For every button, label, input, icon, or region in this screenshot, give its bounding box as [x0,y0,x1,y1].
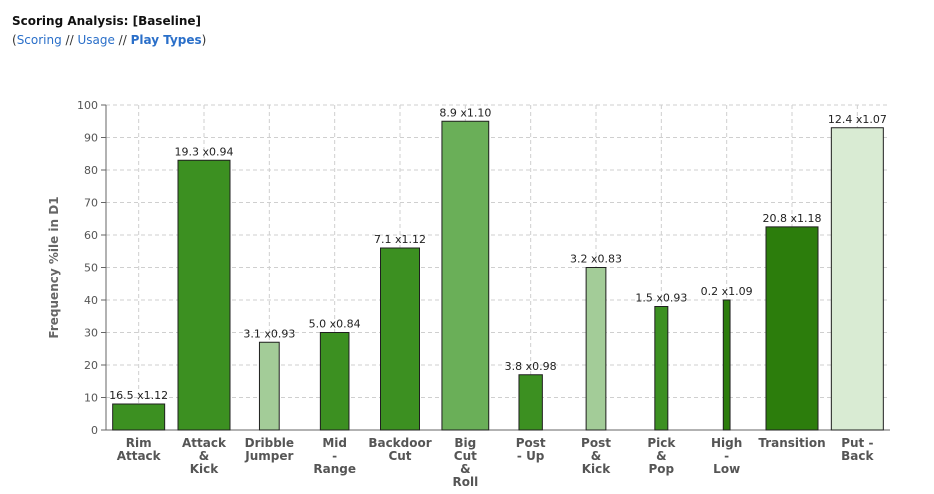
y-axis-title: Frequency %ile in D1 [47,196,61,338]
x-category-label: Jumper [244,449,293,463]
bar-value-label: 5.0 x0.84 [309,318,361,331]
view-nav: (Scoring // Usage // Play Types) [12,33,206,47]
bar[interactable] [319,332,350,431]
bar[interactable] [518,374,543,431]
nav-link-scoring[interactable]: Scoring [16,33,62,47]
y-tick-label: 100 [77,99,98,112]
x-category-label: Dribble [245,436,294,450]
bar-value-label: 0.2 x1.09 [701,285,753,298]
y-tick-label: 30 [84,327,98,340]
bar[interactable] [258,341,280,431]
x-category-label: & [199,449,209,463]
x-category-label: Post [516,436,546,450]
y-tick-label: 10 [84,392,98,405]
category-labels: RimAttackAttack&KickDribbleJumperMid-Ran… [117,436,875,489]
bar-value-label: 19.3 x0.94 [175,145,234,158]
bar[interactable] [380,247,420,431]
header: Scoring Analysis: [Baseline] (Scoring //… [12,14,206,47]
x-category-label: Low [713,462,740,476]
y-tick-label: 50 [84,262,98,275]
y-tick-label: 70 [84,197,98,210]
bar-value-label: 7.1 x1.12 [374,233,426,246]
bar[interactable] [830,127,884,431]
x-category-label: - Up [517,449,545,463]
x-category-label: Post [581,436,611,450]
x-category-label: Attack [182,436,227,450]
bar[interactable] [722,299,731,431]
x-category-label: Put - [841,436,873,450]
x-category-label: Pick [647,436,676,450]
x-category-label: Pop [649,462,675,476]
x-category-label: - [332,449,337,463]
nav-link-play-types[interactable]: Play Types [130,33,202,47]
nav-separator: // [114,33,131,47]
x-category-label: Rim [126,436,152,450]
bar[interactable] [441,120,490,431]
x-category-label: Kick [190,462,220,476]
bar-value-label: 3.1 x0.93 [243,327,295,340]
bar-value-label: 3.8 x0.98 [505,360,557,373]
y-tick-label: 90 [84,132,98,145]
x-category-label: & [460,462,470,476]
y-tick-label: 40 [84,294,98,307]
bar[interactable] [177,159,231,431]
bars [112,120,884,431]
bar-value-label: 20.8 x1.18 [763,212,822,225]
y-tick-label: 80 [84,164,98,177]
y-tick-label: 0 [91,424,98,437]
x-category-label: Cut [454,449,477,463]
x-category-label: High [711,436,742,450]
page-title: Scoring Analysis: [Baseline] [12,14,201,28]
bar-value-label: 8.9 x1.10 [439,106,491,119]
x-category-label: Kick [582,462,612,476]
x-category-label: Back [841,449,874,463]
x-category-label: Big [454,436,476,450]
x-category-label: Mid [322,436,347,450]
y-tick-label: 20 [84,359,98,372]
x-category-label: Range [313,462,356,476]
bar[interactable] [112,403,166,431]
nav-close-paren: ) [201,33,207,47]
nav-open-paren: ( [12,33,17,47]
bar[interactable] [585,267,607,431]
data-labels: 16.5 x1.12 19.3 x0.94 3.1 x0.93 5.0 x0.84 7.… [109,106,887,402]
x-category-label: Roll [452,475,478,489]
x-category-label: & [656,449,666,463]
x-category-label: Transition [758,436,825,450]
bar-value-label: 3.2 x0.83 [570,253,622,266]
bar-value-label: 16.5 x1.12 [109,389,168,402]
nav-separator: // [61,33,78,47]
nav-link-usage[interactable]: Usage [77,33,115,47]
x-category-label: Attack [117,449,162,463]
bar[interactable] [654,306,669,431]
bar-value-label: 1.5 x0.93 [635,292,687,305]
x-category-label: Backdoor [368,436,431,450]
axes: 0 10 20 30 40 50 60 70 80 90 100 [77,99,890,437]
x-category-label: - [724,449,729,463]
x-category-label: Cut [388,449,411,463]
y-tick-label: 60 [84,229,98,242]
x-category-label: & [591,449,601,463]
bar[interactable] [765,226,819,431]
bar-value-label: 12.4 x1.07 [828,113,887,126]
